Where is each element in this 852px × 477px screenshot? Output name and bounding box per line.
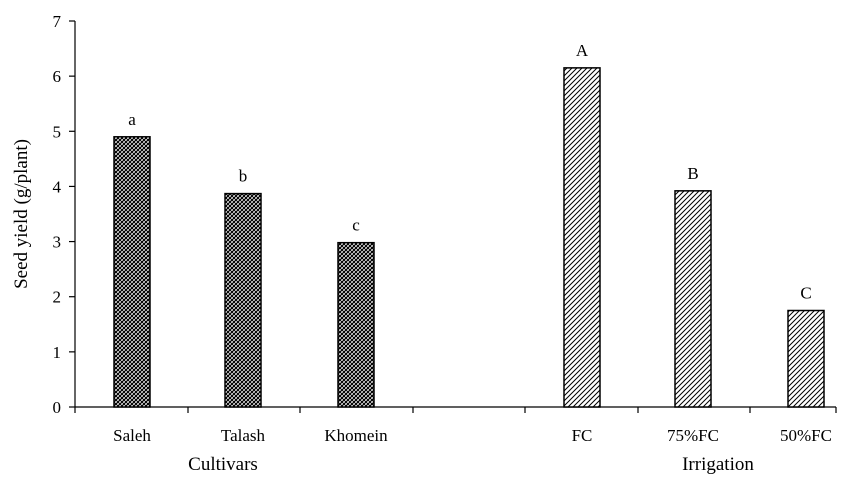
category-label: 50%FC [780,426,832,445]
y-tick-label: 1 [53,343,62,362]
category-label: Saleh [113,426,151,445]
category-label: Khomein [324,426,388,445]
category-labels: Saleh Talash Khomein FC 75%FC 50%FC [113,426,832,445]
bars [113,67,825,408]
bar-talash [224,192,262,408]
y-tick-label: 2 [53,288,62,307]
bar-75-fc [674,190,712,408]
x-axis [74,406,837,413]
bar-50-fc [787,309,825,408]
category-label: FC [572,426,593,445]
bar-khomein [337,241,375,408]
y-tick-label: 4 [53,177,62,196]
y-tick-label: 7 [53,12,62,31]
y-tick-label: 6 [53,67,62,86]
significance-letter: C [800,284,811,303]
y-axis-title: Seed yield (g/plant) [11,139,32,289]
bar-saleh [113,136,151,408]
y-tick-label: 3 [53,233,62,252]
group-label: Irrigation [682,454,754,475]
bar-fc [563,67,601,408]
x-ticks [74,407,837,413]
significance-letter: c [352,216,360,235]
y-axis: 0 1 2 3 4 5 6 7 Seed yield (g/plant) [11,12,76,417]
significance-letter: A [576,41,589,60]
y-tick-label: 5 [53,122,62,141]
significance-letter: a [128,110,136,129]
group-labels: Cultivars Irrigation [188,454,754,475]
significance-letter: b [239,167,248,186]
significance-letters: a b c A B C [128,41,811,303]
y-ticks: 0 1 2 3 4 5 6 7 [53,12,75,417]
significance-letter: B [687,164,698,183]
category-label: Talash [221,426,266,445]
category-label: 75%FC [667,426,719,445]
y-tick-label: 0 [53,398,62,417]
group-label: Cultivars [188,454,258,475]
